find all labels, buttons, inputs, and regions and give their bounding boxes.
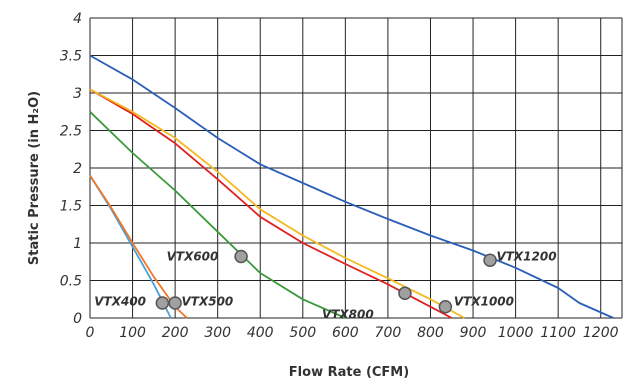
marker-vtx500 — [168, 296, 182, 310]
x-tick-label: 0 — [86, 325, 95, 341]
annotation-vtx500: VTX500 — [182, 295, 234, 309]
x-tick-label: 500 — [289, 325, 316, 341]
x-tick-label: 1200 — [583, 325, 619, 341]
x-tick-label: 800 — [417, 325, 444, 341]
marker-vtx400 — [155, 296, 170, 310]
x-tick-label: 600 — [332, 325, 359, 341]
y-tick-label: 3.5 — [60, 49, 82, 65]
y-tick-label: 2.5 — [60, 124, 82, 140]
x-tick-label: 300 — [204, 325, 231, 341]
y-tick-label: 4 — [73, 11, 82, 27]
y-tick-label: 0 — [73, 311, 82, 327]
y-tick-labels: 0 0.5 1 1.5 2 2.5 3 3.5 4 — [60, 11, 82, 327]
marker-vtx1200 — [483, 253, 497, 267]
annotation-vtx1000: VTX1000 — [454, 295, 514, 309]
y-tick-label: 1 — [73, 236, 82, 252]
series-line-vtx1200 — [89, 54, 614, 319]
y-tick-label: 2 — [73, 161, 82, 177]
y-tick-label: 0.5 — [60, 274, 82, 290]
x-tick-labels: 0 100 200 300 400 500 600 700 800 900 1000 1100 1200 — [86, 325, 619, 341]
series-line-vtx600 — [89, 111, 346, 319]
x-tick-label: 1100 — [540, 325, 576, 341]
x-axis-label: Flow Rate (CFM) — [289, 365, 409, 380]
annotation-vtx1200: VTX1200 — [496, 250, 556, 264]
x-tick-label: 1000 — [498, 325, 534, 341]
y-tick-label: 3 — [73, 86, 82, 102]
marker-vtx1000 — [438, 300, 453, 314]
annotation-vtx400: VTX400 — [94, 295, 146, 309]
annotations: VTX400 VTX500 VTX600 VTX800 VTX1000 VTX1200 — [94, 250, 556, 322]
marker-vtx600 — [234, 249, 248, 264]
grid — [89, 17, 623, 319]
annotation-vtx600: VTX600 — [167, 250, 219, 264]
y-axis-label: Static Pressure (in H₂O) — [27, 91, 42, 265]
series-markers — [155, 249, 497, 314]
x-tick-label: 100 — [119, 325, 146, 341]
x-tick-label: 200 — [162, 325, 189, 341]
series-lines — [89, 54, 614, 319]
marker-vtx800 — [398, 286, 412, 300]
x-tick-label: 700 — [375, 325, 402, 341]
x-tick-label: 900 — [460, 325, 487, 341]
annotation-vtx800: VTX800 — [322, 307, 374, 321]
y-tick-label: 1.5 — [60, 199, 82, 215]
x-tick-label: 400 — [247, 325, 274, 341]
